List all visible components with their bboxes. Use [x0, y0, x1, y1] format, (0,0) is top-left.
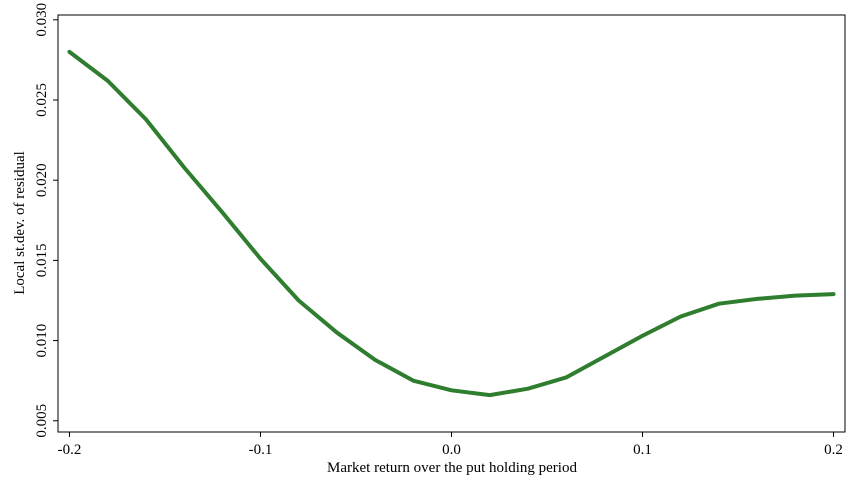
y-tick-label: 0.015	[34, 244, 50, 278]
y-axis-label: Local st.dev. of residual	[12, 151, 28, 295]
x-axis-label: Market return over the put holding perio…	[327, 460, 577, 476]
plot-frame	[57, 14, 846, 433]
y-tick-label: 0.020	[34, 163, 50, 197]
y-tick-label: 0.010	[34, 324, 50, 358]
x-tick-label: 0.2	[824, 442, 843, 458]
y-tick-label: 0.030	[34, 3, 50, 37]
y-tick-label: 0.025	[34, 83, 50, 117]
x-tick-label: -0.2	[58, 442, 82, 458]
x-tick-label: 0.1	[633, 442, 652, 458]
y-tick-label: 0.005	[34, 404, 50, 438]
data-line	[67, 49, 836, 398]
x-tick-label: 0.0	[442, 442, 461, 458]
x-tick-label: -0.1	[249, 442, 273, 458]
